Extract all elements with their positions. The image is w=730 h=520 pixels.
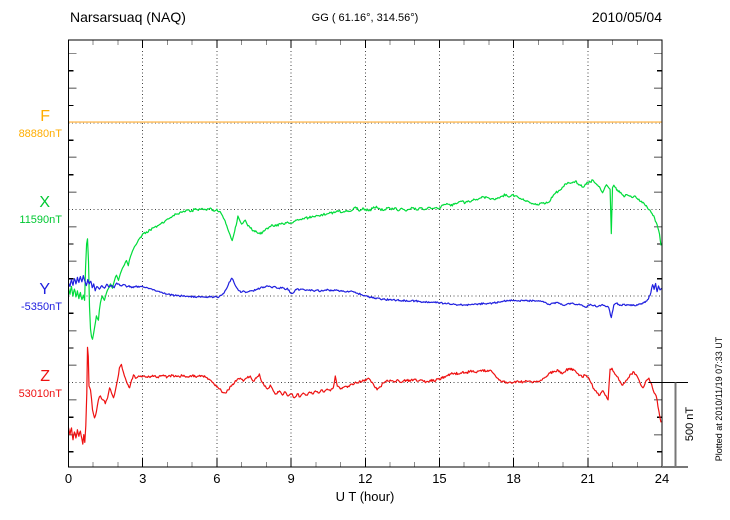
x-tick-label: 18 (506, 471, 520, 486)
x-tick-label: 24 (655, 471, 669, 486)
channel-label-x: X 11590nT (0, 195, 62, 226)
station-coordinates: GG ( 61.16°, 314.56°) (311, 12, 419, 24)
plot-date: 2010/05/04 (591, 9, 662, 25)
channel-label-z: Z 53010nT (0, 367, 62, 400)
channel-letter-f: F (40, 107, 50, 125)
channel-letter-x: X (39, 194, 50, 212)
plotted-note: Plotted at 2010/11/19 07:33 UT (714, 336, 724, 462)
x-tick-label: 3 (139, 471, 146, 486)
x-tick-label: 6 (213, 471, 220, 486)
x-tick-label: 21 (581, 471, 595, 486)
channel-label-y: Y -5350nT (0, 282, 62, 313)
channel-letter-y: Y (39, 281, 50, 298)
channel-basevalue-z: 53010nT (18, 387, 62, 400)
channel-letter-z: Z (40, 367, 50, 385)
channel-basevalue-f: 88880nT (18, 127, 62, 140)
x-tick-label: 12 (358, 471, 372, 486)
station-title: Narsarsuaq (NAQ) (70, 9, 186, 25)
channel-basevalue-y: -5350nT (21, 301, 62, 313)
x-tick-label: 15 (432, 471, 446, 486)
x-axis-title: U T (hour) (335, 489, 395, 504)
channel-label-f: F 88880nT (0, 107, 62, 140)
trace-y (67, 275, 662, 319)
scalebar-label: 500 nT (684, 406, 696, 442)
trace-x (67, 179, 662, 340)
channel-basevalue-x: 11590nT (19, 214, 62, 227)
plot-frame (67, 39, 663, 468)
x-tick-label: 0 (65, 471, 72, 486)
x-tick-label: 9 (287, 471, 294, 486)
trace-z (67, 346, 662, 445)
